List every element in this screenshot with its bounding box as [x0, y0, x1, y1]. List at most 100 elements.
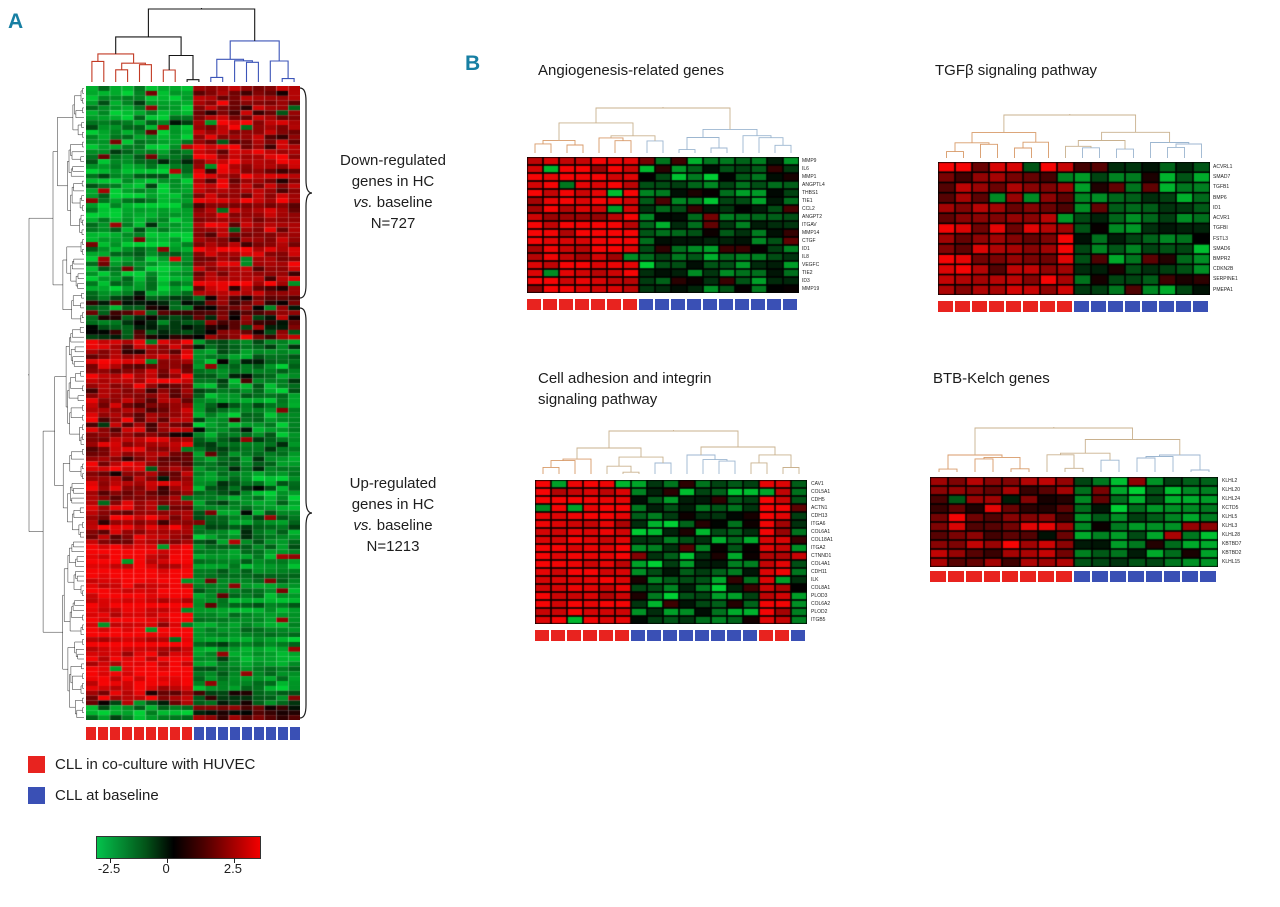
column-dendrogram-main: [91, 8, 295, 82]
angiogenesis-title: Angiogenesis-related genes: [538, 62, 724, 79]
sample-square-baseline: [647, 630, 661, 641]
sample-square-baseline: [783, 299, 797, 310]
sample-square-baseline: [711, 630, 725, 641]
sample-square-coculture: [966, 571, 982, 582]
gene-label: FSTL3: [1213, 235, 1229, 242]
sample-square-baseline: [639, 299, 653, 310]
gene-label: ID1: [802, 246, 810, 252]
sample-square-baseline: [1092, 571, 1108, 582]
sample-square-coculture: [182, 727, 192, 740]
panel-b-label: B: [465, 52, 481, 75]
annotation-line: Up-regulated: [349, 475, 437, 492]
gene-label: PLOD2: [811, 609, 828, 615]
gene-label: KLHL24: [1222, 496, 1241, 502]
sample-square-coculture: [110, 727, 120, 740]
gene-label: KLHL2: [1222, 478, 1238, 484]
sample-square-coculture: [1038, 571, 1054, 582]
tgfb-heatmap-canvas: [938, 162, 1210, 295]
gene-label: CDH5: [811, 497, 825, 503]
sample-square-baseline: [1108, 301, 1123, 312]
sample-square-baseline: [290, 727, 300, 740]
colorbar-max-label: 2.5: [223, 861, 242, 876]
sample-square-baseline: [727, 630, 741, 641]
gene-label: COL8A1: [811, 585, 831, 591]
btb-kelch-title: BTB-Kelch genes: [933, 370, 1050, 387]
sample-square-baseline: [254, 727, 264, 740]
gene-label: KLHL3: [1222, 523, 1238, 529]
sample-square-baseline: [767, 299, 781, 310]
annotation-line: genes in HC: [351, 496, 435, 513]
sample-square-coculture: [591, 299, 605, 310]
sample-square-coculture: [1023, 301, 1038, 312]
gene-label: BMP6: [1213, 194, 1227, 201]
gene-label: CTNND1: [811, 553, 832, 559]
sample-square-coculture: [583, 630, 597, 641]
sample-square-coculture: [122, 727, 132, 740]
gene-label: TGFBI: [1213, 225, 1228, 232]
sample-square-coculture: [1002, 571, 1018, 582]
gene-label: ID1: [1213, 204, 1221, 211]
sample-square-baseline: [1128, 571, 1144, 582]
gene-label: VEGFC: [802, 262, 820, 268]
gene-label: KLHL15: [1222, 559, 1241, 565]
colorbar-tick: [167, 858, 169, 863]
sample-square-baseline: [1146, 571, 1162, 582]
gene-label: ACVRL1: [1213, 164, 1233, 170]
up-regulated-annotation: Up-regulated genes in HC vs. baseline N=…: [318, 473, 468, 557]
gene-label: TGFB1: [1213, 184, 1230, 191]
sample-square-coculture: [1056, 571, 1072, 582]
gene-label: TIE2: [802, 270, 813, 276]
sample-square-coculture: [567, 630, 581, 641]
gene-label: CDKN2B: [1213, 266, 1234, 273]
sample-square-baseline: [218, 727, 228, 740]
legend-swatch-baseline: [28, 787, 45, 804]
sample-square-coculture: [1040, 301, 1055, 312]
colorbar-mid-label: 0: [162, 861, 170, 876]
gene-label: MMP14: [802, 230, 820, 236]
sample-square-coculture: [170, 727, 180, 740]
tgfb-column-dendrogram: [946, 114, 1202, 158]
btb-kelch-heatmap-canvas: [930, 477, 1218, 567]
gene-label: COL5A1: [811, 489, 831, 495]
gene-label: CDH13: [811, 513, 828, 519]
angiogenesis-sample-strip: [527, 299, 797, 310]
legend-label: CLL in co-culture with HUVEC: [55, 756, 256, 773]
btb-kelch-gene-labels: KLHL2 KLHL20 KLHL24 KCTD5 KLHL5 KLHL3 KLHL28 KB…: [1222, 477, 1241, 567]
cell-adhesion-column-dendrogram: [542, 430, 800, 474]
gene-label: SMAD6: [1213, 245, 1231, 252]
tgfb-gene-labels: ACVRL1 SMAD7 TGFB1 BMP6 ID1 ACVR1 TGFBI FSTL3 SM…: [1213, 162, 1238, 295]
main-sample-strip: [86, 727, 300, 740]
gene-label: KLHL20: [1222, 487, 1241, 493]
gene-label: KCTD5: [1222, 505, 1239, 511]
angiogenesis-column-dendrogram: [534, 107, 792, 153]
down-regulated-annotation: Down-regulated genes in HC vs. baseline …: [318, 150, 468, 234]
sample-square-coculture: [146, 727, 156, 740]
gene-label: IL8: [802, 254, 809, 260]
sample-square-baseline: [1159, 301, 1174, 312]
sample-square-baseline: [242, 727, 252, 740]
gene-label: ILK: [811, 577, 819, 583]
sample-square-baseline: [1193, 301, 1208, 312]
legend-swatch-coculture: [28, 756, 45, 773]
angiogenesis-gene-labels: MMP9 IL6 MMP1 ANGPTL4 THBS1 TIE1 CCL2 ANGPT2 ITG…: [802, 157, 825, 293]
legend: CLL in co-culture with HUVEC CLL at base…: [28, 756, 255, 804]
sample-square-baseline: [735, 299, 749, 310]
gene-label: COL6A1: [811, 529, 831, 535]
gene-label: SMAD7: [1213, 174, 1231, 181]
color-scale-bar: [96, 836, 261, 863]
sample-square-coculture: [972, 301, 987, 312]
gene-label: ITGAV: [802, 222, 817, 228]
legend-item-baseline: CLL at baseline: [28, 787, 255, 804]
sample-square-baseline: [655, 299, 669, 310]
sample-square-baseline: [1164, 571, 1180, 582]
sample-square-baseline: [1176, 301, 1191, 312]
cell-adhesion-gene-labels: CAV1 COL5A1 CDH5 ACTN1 CDH13 ITGA6 COL6A1 COL18…: [811, 480, 833, 624]
row-dendrogram-main: [28, 88, 84, 718]
gene-label: MMP9: [802, 158, 817, 164]
gene-label: ANGPTL4: [802, 182, 825, 188]
sample-square-coculture: [930, 571, 946, 582]
gene-label: CDH11: [811, 569, 828, 575]
gene-label: ANGPT2: [802, 214, 823, 220]
gene-label: CAV1: [811, 481, 824, 487]
